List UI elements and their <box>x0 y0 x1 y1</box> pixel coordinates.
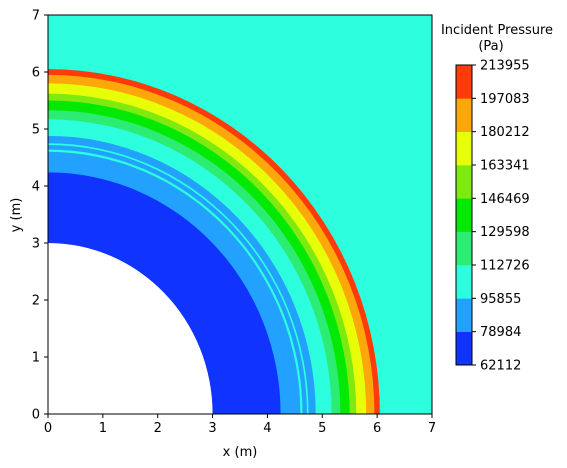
colorbar-tick-label: 146469 <box>480 192 530 207</box>
x-axis-ticks: 0 1 2 3 4 5 6 7 <box>44 414 436 436</box>
colorbar-bands <box>456 65 472 366</box>
colorbar-tick-label: 180212 <box>480 125 530 140</box>
colorbar-tick-label: 95855 <box>480 292 521 307</box>
y-axis-ticks: 0 1 2 3 4 5 6 7 <box>32 9 48 423</box>
colorbar-band <box>456 331 472 366</box>
colorbar-band <box>456 231 472 266</box>
y-tick-label: 7 <box>32 9 40 24</box>
y-tick-label: 2 <box>32 294 40 309</box>
x-tick-label: 5 <box>318 421 326 436</box>
x-tick-label: 3 <box>208 421 216 436</box>
colorbar-tick-label: 163341 <box>480 159 530 174</box>
x-tick-label: 7 <box>428 421 436 436</box>
x-tick-label: 6 <box>373 421 381 436</box>
x-tick-label: 1 <box>99 421 107 436</box>
colorbar-band <box>456 298 472 332</box>
colorbar-tick-label: 78984 <box>480 325 521 340</box>
colorbar-tick-label: 112726 <box>480 259 530 274</box>
colorbar: Incident Pressure (Pa) 62112 78984 95855 11… <box>441 23 553 374</box>
y-tick-label: 5 <box>32 123 40 138</box>
colorbar-band <box>456 131 472 166</box>
x-axis-label: x (m) <box>223 445 258 460</box>
colorbar-ticks: 62112 78984 95855 112726 129598 146469 163341 1… <box>472 59 530 374</box>
y-tick-label: 0 <box>32 408 40 423</box>
y-tick-label: 1 <box>32 351 40 366</box>
x-tick-label: 0 <box>44 421 52 436</box>
colorbar-tick-label: 197083 <box>480 92 530 107</box>
colorbar-unit: (Pa) <box>478 39 503 54</box>
colorbar-tick-label: 129598 <box>480 225 530 240</box>
colorbar-band <box>456 65 472 99</box>
inner-void <box>48 243 213 414</box>
colorbar-band <box>456 198 472 232</box>
y-tick-label: 3 <box>32 237 40 252</box>
x-tick-label: 2 <box>154 421 162 436</box>
colorbar-band <box>456 165 472 199</box>
y-axis-label: y (m) <box>9 198 24 233</box>
y-tick-label: 6 <box>32 66 40 81</box>
plot-frame <box>47 14 433 415</box>
colorbar-tick-label: 213955 <box>480 59 530 74</box>
colorbar-band <box>456 98 472 132</box>
plot-area <box>47 14 433 415</box>
x-tick-label: 4 <box>263 421 271 436</box>
colorbar-title: Incident Pressure <box>441 23 553 38</box>
colorbar-frame <box>455 64 473 366</box>
y-tick-label: 4 <box>32 180 40 195</box>
colorbar-band <box>456 265 472 299</box>
colorbar-tick-label: 62112 <box>480 359 521 374</box>
